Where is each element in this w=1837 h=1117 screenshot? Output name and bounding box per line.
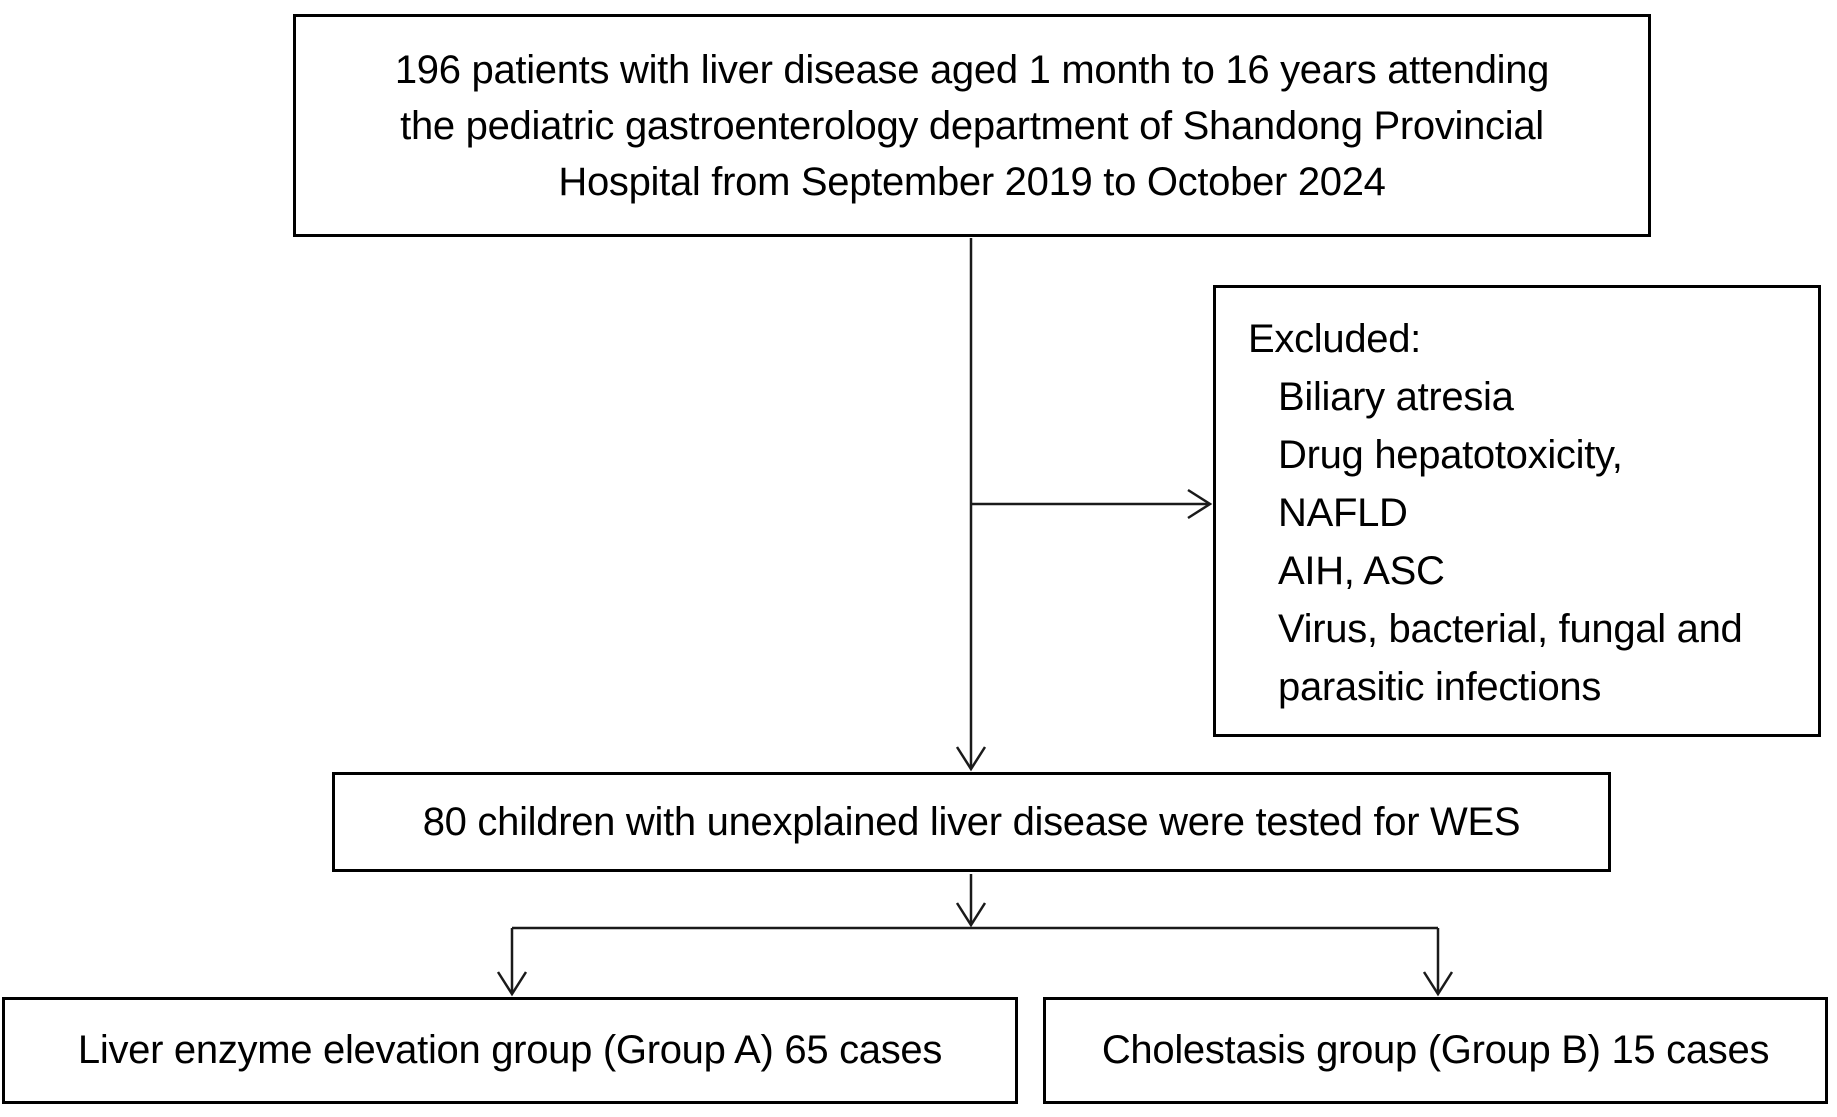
excluded-item: parasitic infections [1278,665,1602,709]
wes-box: 80 children with unexplained liver disea… [332,772,1611,872]
excluded-item: NAFLD [1278,491,1408,535]
cohort-box-line: 196 patients with liver disease aged 1 m… [394,47,1550,92]
excluded-box-title: Excluded: [1248,317,1421,361]
arrowhead-down-into-group-b [1422,971,1454,997]
excluded-item: Virus, bacterial, fungal and [1278,607,1743,651]
group-a-box-text: Liver enzyme elevation group (Group A) 6… [77,1028,943,1072]
arrowhead-down-into-wes [955,746,987,772]
cohort-box: 196 patients with liver disease aged 1 m… [293,14,1651,237]
arrowhead-down-into-group-a [496,971,528,997]
group-b-box-text: Cholestasis group (Group B) 15 cases [1101,1028,1770,1072]
arrowhead-down-at-branch [955,902,987,928]
excluded-item: AIH, ASC [1278,549,1445,593]
excluded-item: Biliary atresia [1278,375,1514,419]
group-a-box: Liver enzyme elevation group (Group A) 6… [2,997,1018,1104]
wes-box-text: 80 children with unexplained liver disea… [422,799,1521,844]
arrowhead-right-into-excluded [1187,488,1213,520]
cohort-box-line: the pediatric gastroenterology departmen… [400,103,1544,148]
group-b-box: Cholestasis group (Group B) 15 cases [1043,997,1828,1104]
excluded-item: Drug hepatotoxicity, [1278,433,1623,477]
cohort-box-line: Hospital from September 2019 to October … [558,159,1386,204]
excluded-box: Excluded: Biliary atresia Drug hepatotox… [1213,285,1821,737]
